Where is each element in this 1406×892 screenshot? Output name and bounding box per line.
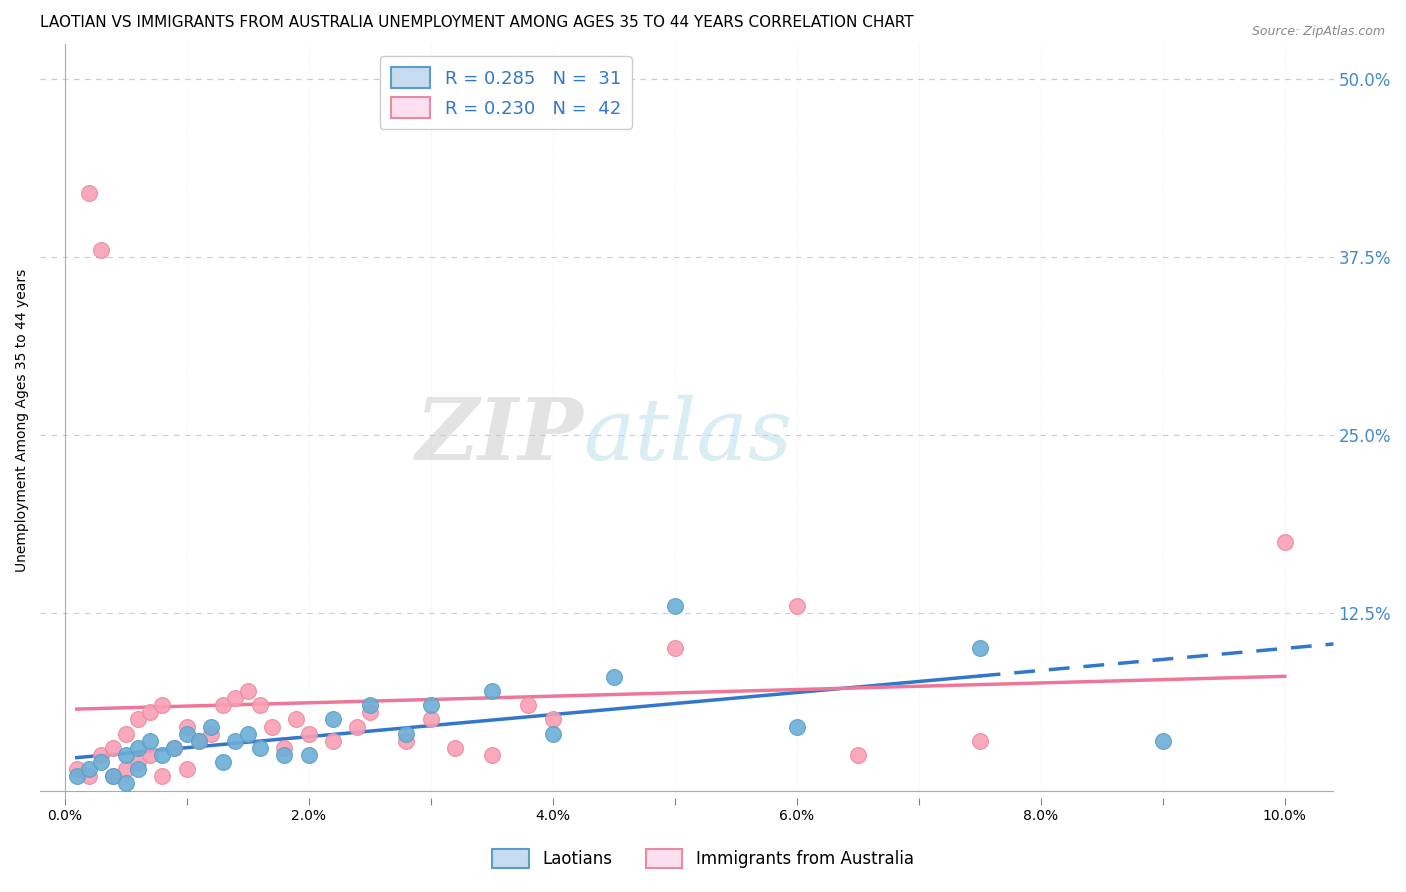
Point bbox=[273, 740, 295, 755]
Point bbox=[139, 733, 162, 747]
Point bbox=[260, 720, 283, 734]
Point bbox=[212, 755, 235, 769]
Point bbox=[90, 747, 112, 762]
Point bbox=[846, 747, 869, 762]
Point bbox=[176, 726, 198, 740]
Point bbox=[236, 684, 259, 698]
Point bbox=[163, 740, 186, 755]
Point bbox=[419, 698, 441, 713]
Point bbox=[127, 740, 149, 755]
Text: atlas: atlas bbox=[583, 394, 793, 477]
Point bbox=[176, 762, 198, 776]
Point bbox=[114, 726, 136, 740]
Point bbox=[66, 762, 89, 776]
Point bbox=[90, 243, 112, 257]
Point bbox=[1274, 534, 1296, 549]
Point bbox=[77, 186, 100, 200]
Point bbox=[1152, 733, 1174, 747]
Point bbox=[114, 762, 136, 776]
Point bbox=[139, 747, 162, 762]
Point bbox=[285, 713, 308, 727]
Point bbox=[395, 733, 418, 747]
Point bbox=[359, 706, 381, 720]
Point bbox=[786, 599, 808, 613]
Point bbox=[602, 670, 624, 684]
Point bbox=[200, 726, 222, 740]
Point bbox=[224, 733, 246, 747]
Point bbox=[66, 769, 89, 783]
Y-axis label: Unemployment Among Ages 35 to 44 years: Unemployment Among Ages 35 to 44 years bbox=[15, 269, 30, 573]
Point bbox=[249, 698, 271, 713]
Text: Source: ZipAtlas.com: Source: ZipAtlas.com bbox=[1251, 25, 1385, 38]
Point bbox=[224, 691, 246, 706]
Point bbox=[481, 747, 503, 762]
Point bbox=[297, 726, 319, 740]
Point bbox=[163, 740, 186, 755]
Point bbox=[786, 720, 808, 734]
Legend: Laotians, Immigrants from Australia: Laotians, Immigrants from Australia bbox=[485, 842, 921, 875]
Text: ZIP: ZIP bbox=[415, 394, 583, 477]
Point bbox=[90, 755, 112, 769]
Point bbox=[346, 720, 368, 734]
Point bbox=[236, 726, 259, 740]
Point bbox=[249, 740, 271, 755]
Point bbox=[127, 762, 149, 776]
Point bbox=[187, 733, 209, 747]
Point bbox=[359, 698, 381, 713]
Point bbox=[77, 762, 100, 776]
Point bbox=[419, 713, 441, 727]
Point bbox=[127, 755, 149, 769]
Point bbox=[150, 769, 173, 783]
Point bbox=[114, 776, 136, 790]
Point bbox=[969, 641, 991, 656]
Point bbox=[114, 747, 136, 762]
Point bbox=[322, 733, 344, 747]
Point bbox=[517, 698, 540, 713]
Point bbox=[139, 706, 162, 720]
Point bbox=[444, 740, 467, 755]
Text: LAOTIAN VS IMMIGRANTS FROM AUSTRALIA UNEMPLOYMENT AMONG AGES 35 TO 44 YEARS CORR: LAOTIAN VS IMMIGRANTS FROM AUSTRALIA UNE… bbox=[41, 15, 914, 30]
Point bbox=[664, 599, 686, 613]
Point bbox=[103, 740, 125, 755]
Point bbox=[103, 769, 125, 783]
Point bbox=[176, 720, 198, 734]
Point bbox=[187, 733, 209, 747]
Point bbox=[273, 747, 295, 762]
Point bbox=[150, 698, 173, 713]
Point bbox=[969, 733, 991, 747]
Legend: R = 0.285   N =  31, R = 0.230   N =  42: R = 0.285 N = 31, R = 0.230 N = 42 bbox=[380, 56, 631, 128]
Point bbox=[212, 698, 235, 713]
Point bbox=[77, 769, 100, 783]
Point bbox=[200, 720, 222, 734]
Point bbox=[541, 713, 564, 727]
Point bbox=[297, 747, 319, 762]
Point bbox=[127, 713, 149, 727]
Point bbox=[664, 641, 686, 656]
Point bbox=[150, 747, 173, 762]
Point bbox=[541, 726, 564, 740]
Point bbox=[103, 769, 125, 783]
Point bbox=[395, 726, 418, 740]
Point bbox=[322, 713, 344, 727]
Point bbox=[481, 684, 503, 698]
